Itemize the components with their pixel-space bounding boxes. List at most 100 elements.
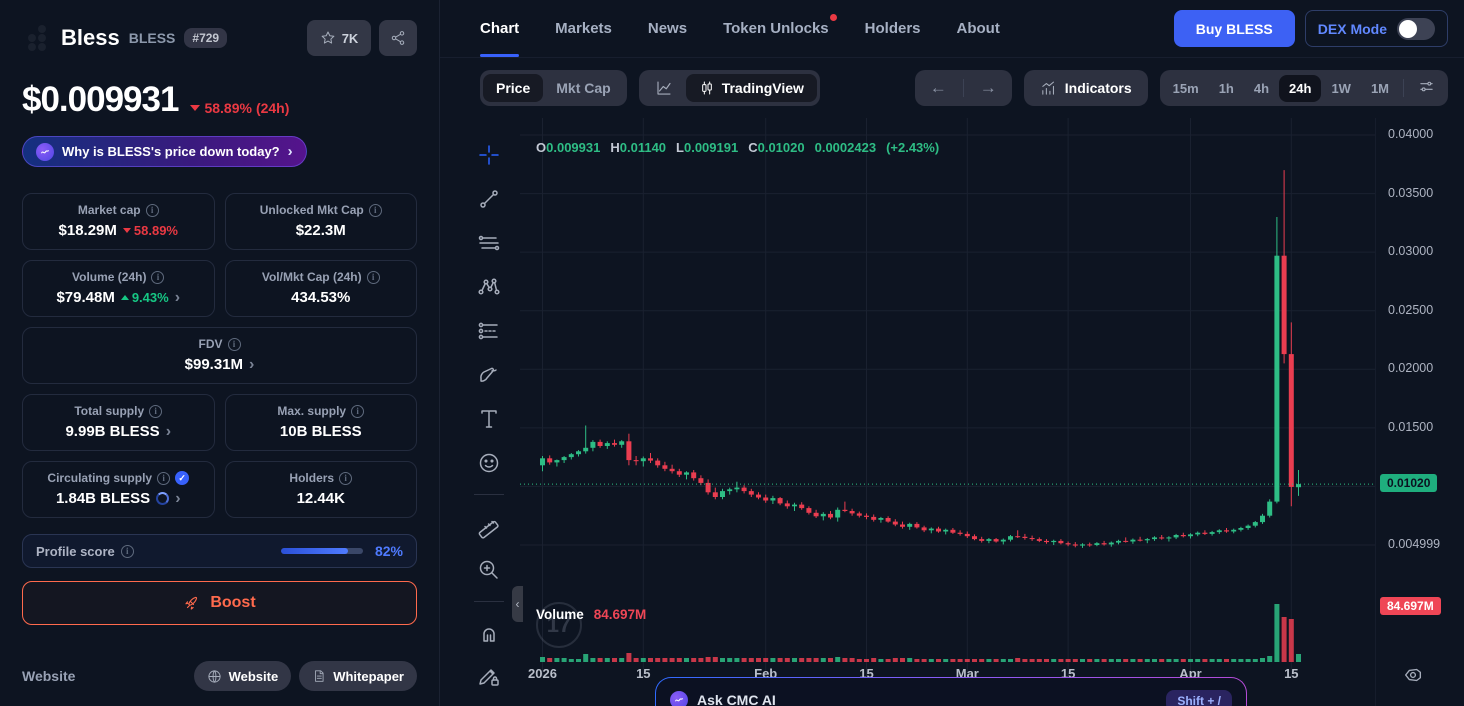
indicators-button[interactable]: Indicators bbox=[1023, 70, 1148, 106]
chart-toolbar: Price Mkt Cap TradingView ← → Indicators bbox=[440, 58, 1464, 118]
stat-card-market-cap: Market cap i $18.29M 58.89% bbox=[22, 193, 215, 250]
last-price-badge: 0.01020 bbox=[1380, 474, 1438, 493]
stat-card-volume-24h[interactable]: Volume (24h) i $79.48M 9.43% › bbox=[22, 260, 215, 317]
refresh-spinner-icon bbox=[156, 492, 170, 505]
tab-mkt-cap[interactable]: Mkt Cap bbox=[556, 80, 611, 96]
tradingview-watermark: 17 bbox=[536, 602, 582, 648]
tool-horizontal-lines-icon[interactable] bbox=[476, 230, 502, 256]
up-arrow-icon bbox=[120, 295, 129, 300]
info-icon[interactable]: i bbox=[339, 471, 353, 485]
y-axis-tick: 0.03500 bbox=[1388, 185, 1434, 200]
timeframe-1w[interactable]: 1W bbox=[1331, 80, 1351, 96]
forward-arrow-button[interactable]: → bbox=[979, 78, 997, 97]
bless-logo bbox=[28, 25, 46, 51]
rocket-icon bbox=[185, 596, 198, 610]
chart-settings-gear-icon[interactable] bbox=[1402, 664, 1424, 686]
chevron-right-icon[interactable]: › bbox=[165, 422, 172, 440]
coin-name: Bless bbox=[61, 25, 120, 50]
y-axis-tick: 0.01500 bbox=[1388, 419, 1434, 434]
tab-chart[interactable]: Chart bbox=[480, 0, 520, 57]
down-arrow-icon bbox=[190, 105, 201, 111]
tool-ruler-icon[interactable] bbox=[476, 513, 502, 539]
stat-card-max-supply: Max. supply i 10B BLESS bbox=[224, 394, 417, 451]
chart-area: ‹ O0.009931 H0.01140 L0.009191 C0.01020 … bbox=[440, 118, 1464, 706]
profile-score-bar bbox=[280, 548, 363, 554]
tool-brush-icon[interactable] bbox=[476, 362, 502, 388]
volume-legend: Volume 84.697M bbox=[536, 607, 647, 622]
timeframe-segment: 15m 1h 4h 24h 1W 1M bbox=[1159, 70, 1448, 106]
info-icon[interactable]: i bbox=[351, 404, 365, 418]
drawing-toolbar bbox=[466, 118, 512, 690]
ask-cmc-ai-bar[interactable]: Ask CMC AI Shift + / bbox=[655, 677, 1247, 706]
watchlist-count: 7K bbox=[341, 30, 359, 46]
tool-trend-line-icon[interactable] bbox=[476, 186, 502, 212]
stat-card-holders: Holders i 12.44K bbox=[224, 461, 417, 518]
buy-bless-button[interactable]: Buy BLESS bbox=[1173, 10, 1295, 47]
timeframe-24h[interactable]: 24h bbox=[1279, 74, 1322, 102]
dex-mode-label: DEX Mode bbox=[1317, 20, 1387, 37]
tool-xabcd-pattern-icon[interactable] bbox=[476, 274, 502, 300]
timeframe-4h[interactable]: 4h bbox=[1253, 80, 1270, 96]
stat-card-total-supply[interactable]: Total supply i 9.99B BLESS › bbox=[22, 394, 215, 451]
whitepaper-link-button[interactable]: Whitepaper bbox=[299, 661, 417, 691]
tab-news[interactable]: News bbox=[647, 20, 688, 37]
info-icon[interactable]: i bbox=[157, 471, 171, 485]
line-chart-button[interactable] bbox=[642, 73, 686, 103]
tool-zoom-in-icon[interactable] bbox=[476, 557, 502, 583]
info-icon[interactable]: i bbox=[120, 544, 134, 558]
x-axis-tick: 2026 bbox=[528, 666, 557, 681]
tool-text-icon[interactable] bbox=[476, 406, 502, 432]
price-chart-plot[interactable] bbox=[520, 118, 1375, 706]
tab-about[interactable]: About bbox=[956, 20, 1000, 37]
info-icon[interactable]: i bbox=[149, 404, 163, 418]
share-button[interactable] bbox=[379, 20, 417, 56]
info-icon[interactable]: i bbox=[145, 203, 159, 217]
website-link-button[interactable]: Website bbox=[193, 661, 292, 691]
stat-card-circulating-supply[interactable]: Circulating supply i ✓ 1.84B BLESS › bbox=[22, 461, 215, 518]
chart-panel: Chart Markets News Token Unlocks Holders Abou… bbox=[440, 0, 1464, 706]
tradingview-button[interactable]: TradingView bbox=[685, 74, 817, 102]
ai-insight-banner[interactable]: Why is BLESS's price down today? › bbox=[22, 136, 307, 167]
tab-holders[interactable]: Holders bbox=[864, 20, 921, 37]
tab-markets[interactable]: Markets bbox=[555, 20, 612, 37]
y-axis-tick: 0.03000 bbox=[1388, 244, 1434, 259]
boost-button[interactable]: Boost bbox=[22, 581, 417, 625]
timeframe-1m[interactable]: 1M bbox=[1370, 80, 1389, 96]
tab-price[interactable]: Price bbox=[483, 74, 544, 102]
y-axis-tick: 0.04000 bbox=[1388, 127, 1434, 141]
coin-price: $0.009931 bbox=[22, 80, 179, 119]
collapse-toolbar-handle[interactable]: ‹ bbox=[512, 586, 523, 622]
nav-tabs: Chart Markets News Token Unlocks Holders Abou… bbox=[480, 0, 1000, 57]
profile-score-label: Profile score bbox=[36, 543, 115, 559]
chart-nav-arrows: ← → bbox=[914, 70, 1012, 106]
toolbar-divider bbox=[474, 601, 504, 602]
rank-badge: #729 bbox=[184, 28, 228, 48]
chevron-right-icon[interactable]: › bbox=[249, 355, 255, 373]
info-icon[interactable]: i bbox=[151, 270, 165, 284]
cmc-ai-icon bbox=[36, 142, 54, 161]
profile-score-value: 82% bbox=[374, 543, 403, 559]
verified-icon: ✓ bbox=[175, 471, 190, 485]
links-row: Website Website Whitepaper bbox=[22, 661, 417, 691]
tab-token-unlocks[interactable]: Token Unlocks bbox=[723, 0, 837, 57]
tool-emoji-icon[interactable] bbox=[476, 450, 502, 476]
dex-mode-toggle-group[interactable]: DEX Mode bbox=[1304, 10, 1448, 47]
y-axis[interactable]: 0.04000 0.03500 0.03000 0.02500 0.02000 0.015… bbox=[1375, 118, 1464, 706]
chevron-right-icon[interactable]: › bbox=[174, 288, 181, 306]
dex-mode-switch[interactable] bbox=[1397, 17, 1435, 40]
timeframe-15m[interactable]: 15m bbox=[1172, 80, 1199, 96]
x-axis-tick: 15 bbox=[1284, 666, 1299, 681]
tool-magnet-icon[interactable] bbox=[476, 620, 502, 646]
tool-draw-lock-icon[interactable] bbox=[476, 664, 502, 690]
chevron-right-icon[interactable]: › bbox=[175, 489, 181, 507]
timeframe-1h[interactable]: 1h bbox=[1218, 80, 1234, 96]
info-icon[interactable]: i bbox=[366, 270, 380, 284]
info-icon[interactable]: i bbox=[368, 203, 382, 217]
tool-crosshair-icon[interactable] bbox=[476, 142, 502, 168]
back-arrow-button[interactable]: ← bbox=[929, 78, 947, 97]
chart-display-settings-icon[interactable] bbox=[1408, 72, 1445, 104]
tool-fib-channel-icon[interactable] bbox=[476, 318, 502, 344]
watchlist-button[interactable]: 7K bbox=[307, 20, 371, 56]
info-icon[interactable]: i bbox=[227, 337, 241, 351]
stat-card-fdv[interactable]: FDV i $99.31M › bbox=[22, 327, 417, 384]
